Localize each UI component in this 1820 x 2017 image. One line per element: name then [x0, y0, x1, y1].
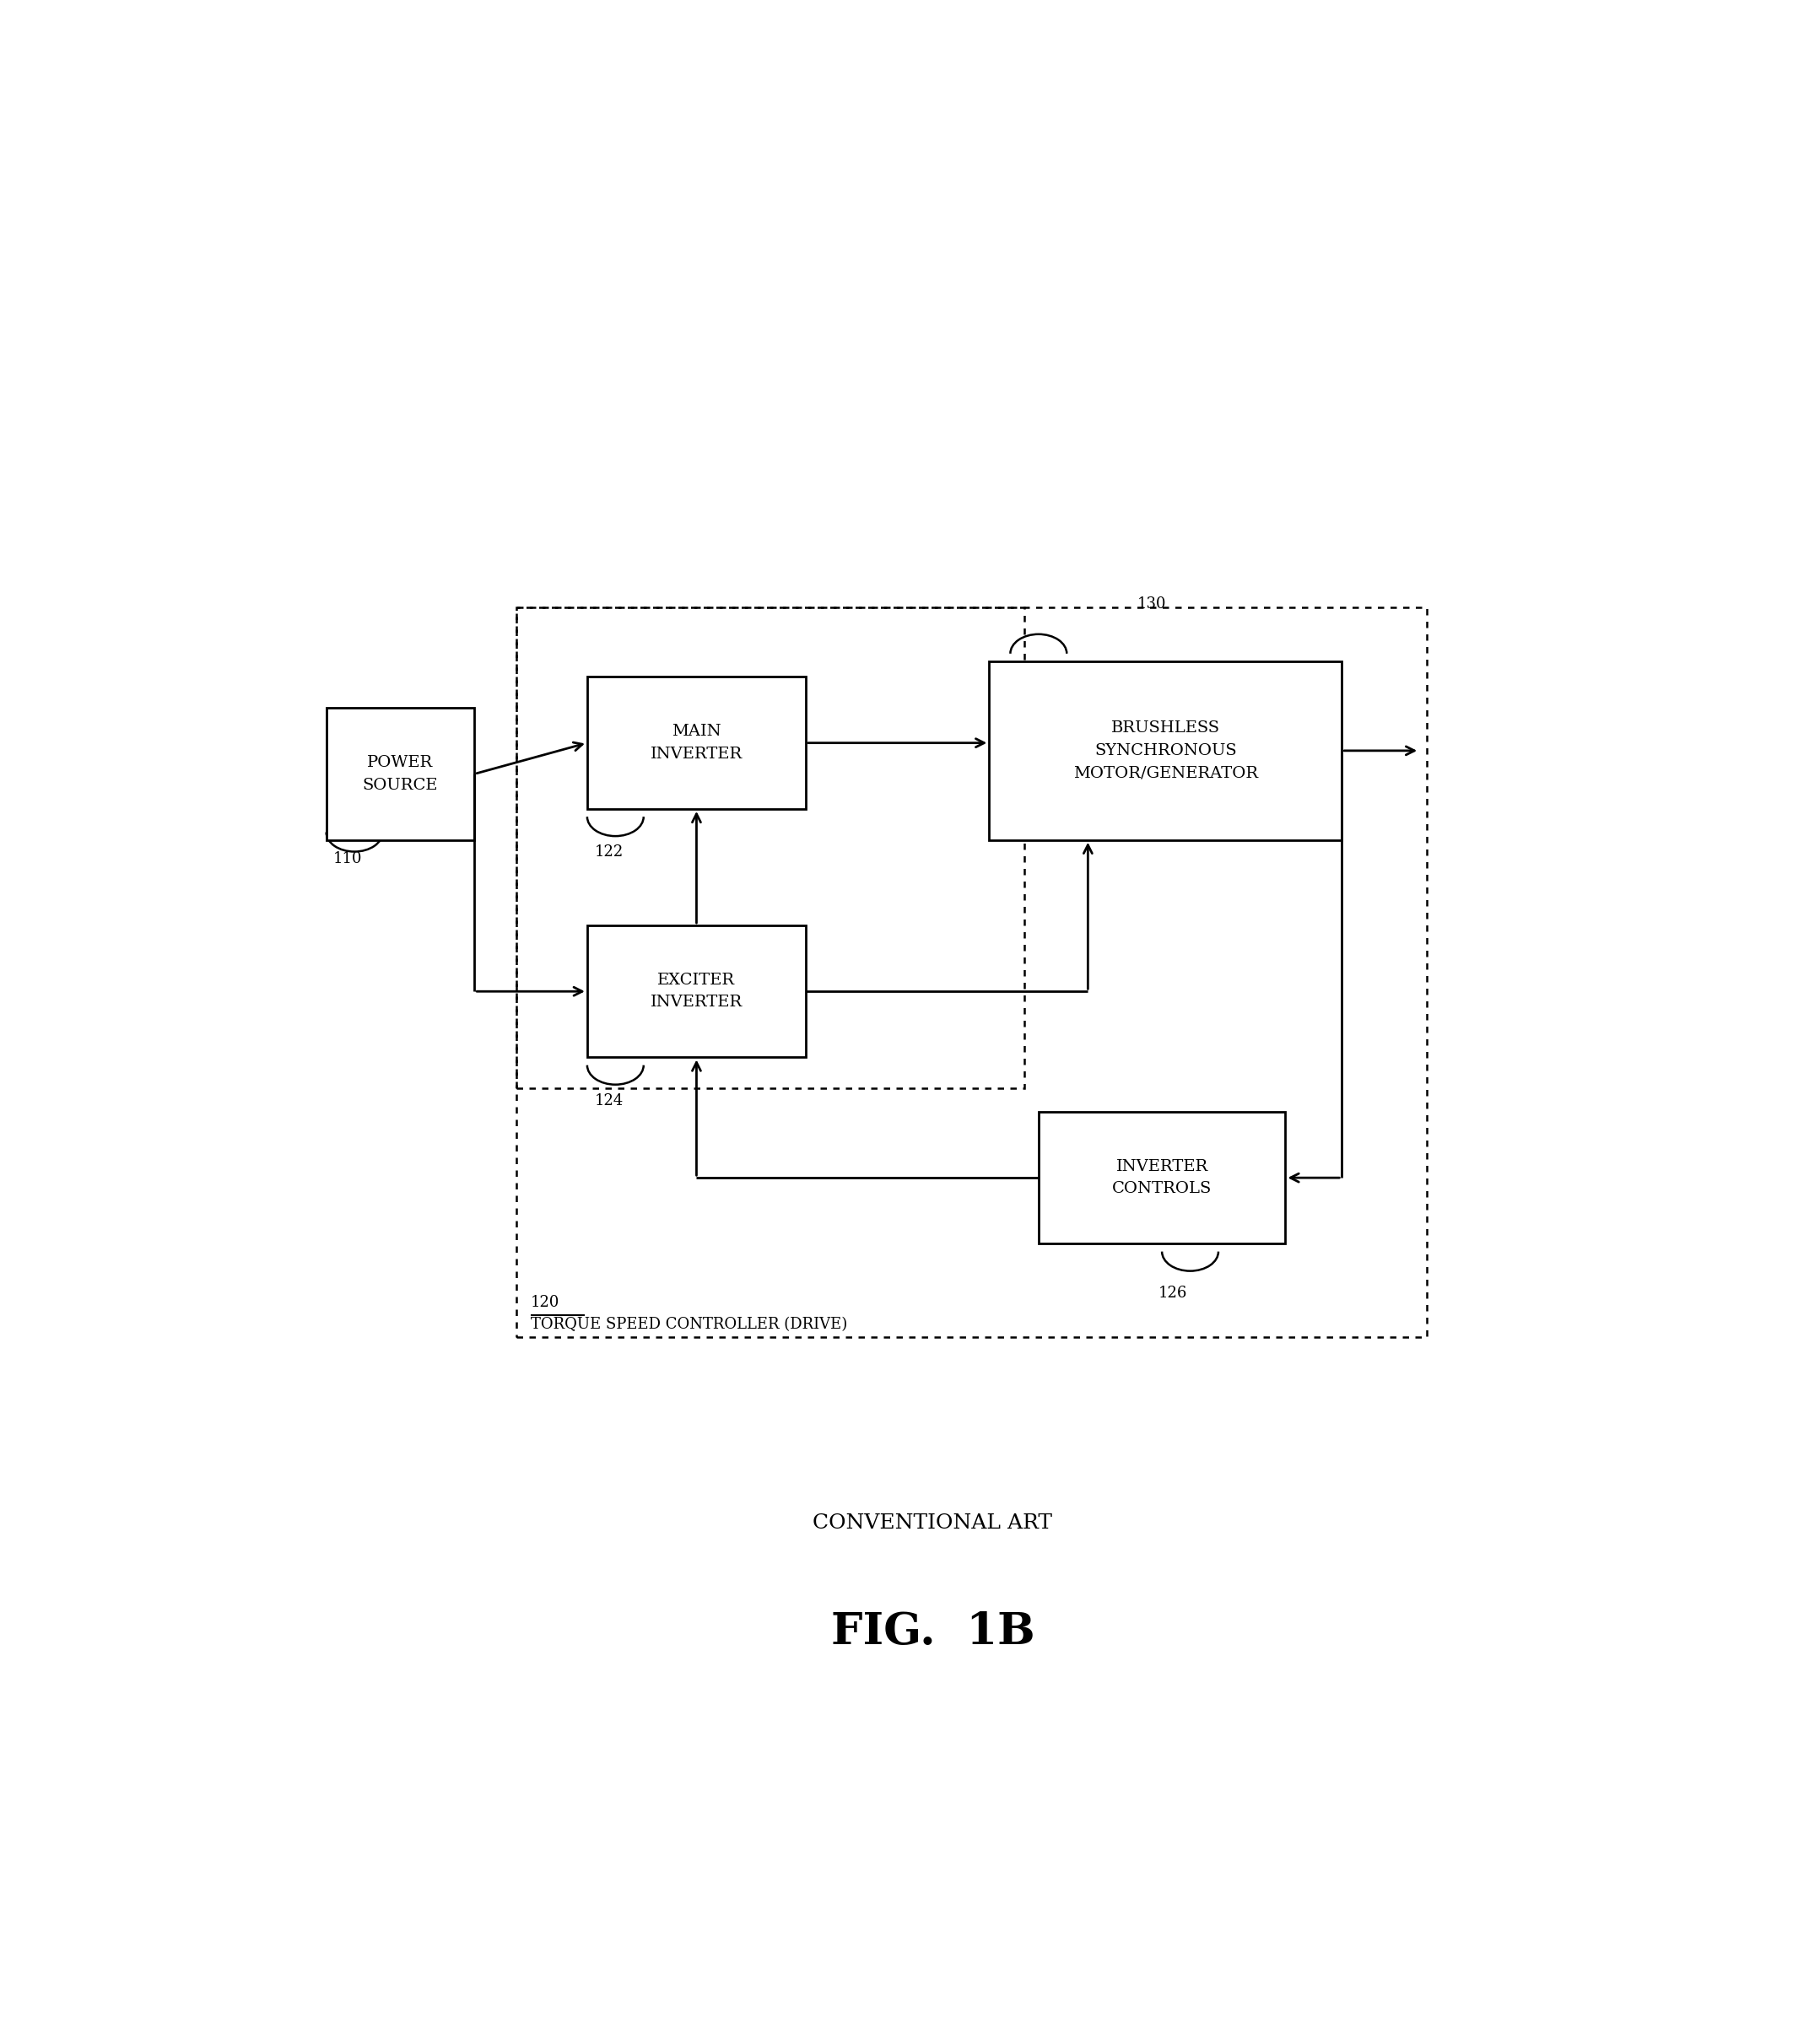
- Bar: [990, 662, 1341, 839]
- Text: 126: 126: [1158, 1285, 1187, 1301]
- Text: 130: 130: [1138, 597, 1167, 611]
- Text: 110: 110: [333, 851, 362, 865]
- Bar: [1039, 1111, 1285, 1244]
- Bar: [326, 708, 475, 839]
- Text: INVERTER
CONTROLS: INVERTER CONTROLS: [1112, 1160, 1212, 1196]
- Bar: [588, 926, 806, 1057]
- Text: CONVENTIONAL ART: CONVENTIONAL ART: [814, 1513, 1052, 1533]
- Text: EXCITER
INVERTER: EXCITER INVERTER: [650, 972, 743, 1011]
- Text: 120: 120: [531, 1295, 561, 1311]
- Text: 124: 124: [593, 1093, 622, 1107]
- Text: 122: 122: [593, 845, 622, 859]
- Text: POWER
SOURCE: POWER SOURCE: [362, 754, 439, 793]
- Text: TORQUE SPEED CONTROLLER (DRIVE): TORQUE SPEED CONTROLLER (DRIVE): [531, 1317, 848, 1331]
- Text: BRUSHLESS
SYNCHRONOUS
MOTOR/GENERATOR: BRUSHLESS SYNCHRONOUS MOTOR/GENERATOR: [1074, 720, 1258, 781]
- Bar: [588, 678, 806, 809]
- Bar: [517, 607, 1427, 1337]
- Bar: [517, 607, 1025, 1089]
- Text: MAIN
INVERTER: MAIN INVERTER: [650, 724, 743, 762]
- Text: FIG.  1B: FIG. 1B: [830, 1610, 1036, 1654]
